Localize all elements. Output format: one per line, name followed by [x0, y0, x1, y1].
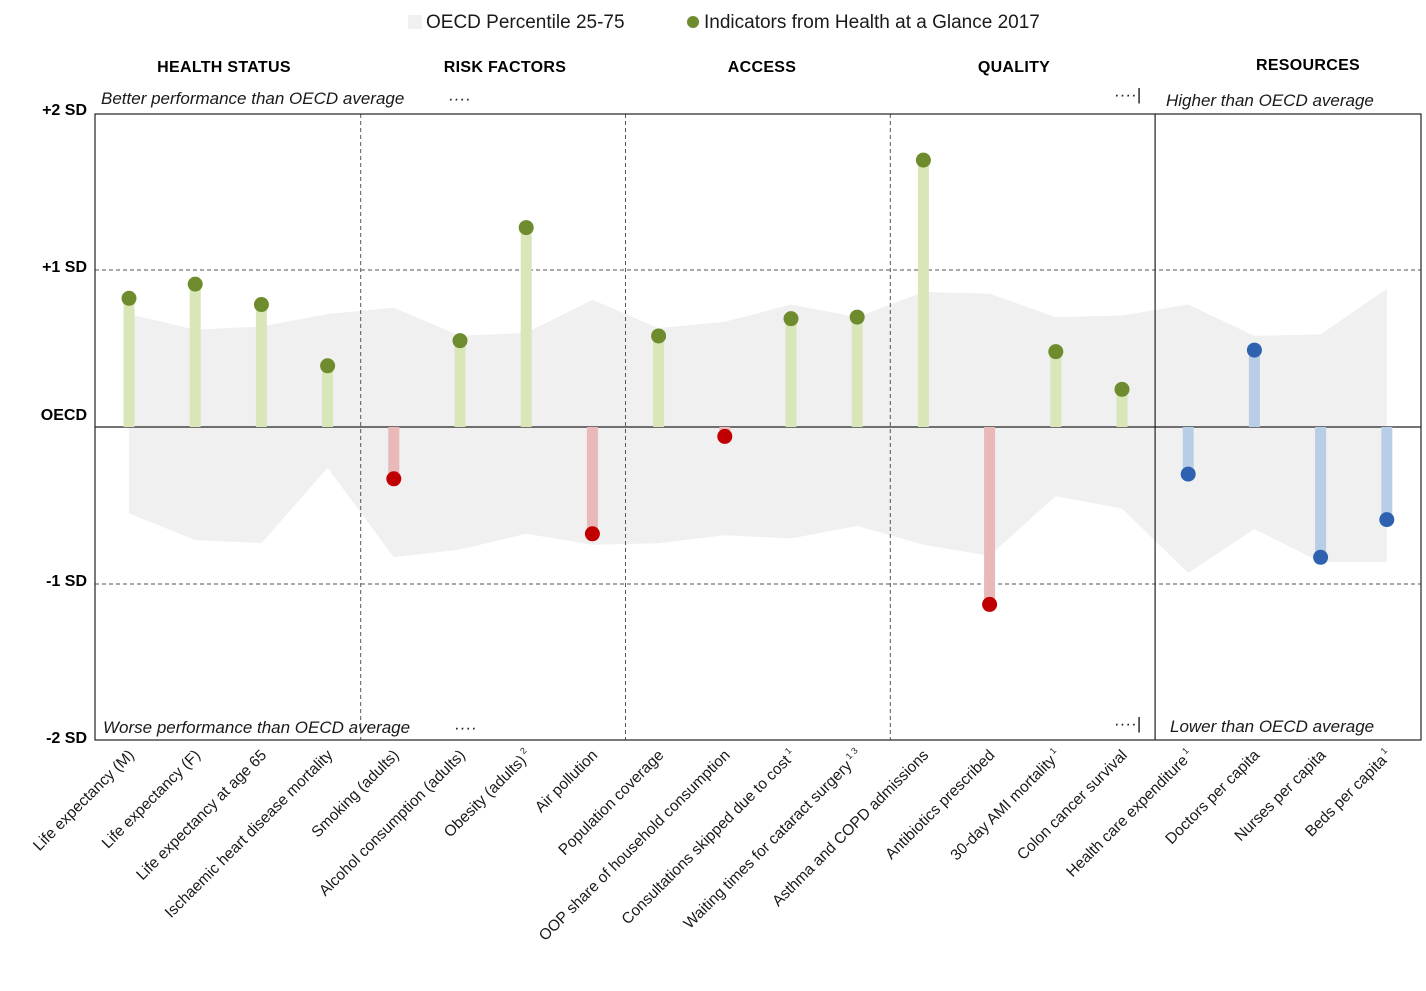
- section-header-access: ACCESS: [728, 59, 797, 76]
- annotation-bottom-left-ellipsis: ····: [454, 718, 477, 737]
- indicator-dot: [783, 311, 799, 327]
- annotation-top-right-ellipsis: ····|: [1114, 85, 1141, 104]
- x-tick-label: 30-day AMI mortality 1: [946, 745, 1065, 864]
- indicator-dot: [982, 596, 998, 612]
- y-axis-tick-labels: +2 SD +1 SD OECD -1 SD -2 SD: [41, 102, 87, 747]
- x-tick-label: Health care expenditure 1: [1062, 745, 1197, 880]
- annotation-lower-than-average: Lower than OECD average: [1170, 717, 1374, 736]
- indicator-dot: [717, 428, 733, 444]
- x-tick-label: Antibiotics prescribed: [882, 747, 998, 863]
- annotation-bottom-right-ellipsis: ····|: [1114, 714, 1141, 733]
- x-tick-label: Life expectancy at age 65: [133, 747, 270, 884]
- x-tick-label: Colon cancer survival: [1014, 747, 1131, 864]
- section-headers: HEALTH STATUS RISK FACTORS ACCESS QUALIT…: [157, 57, 1360, 76]
- indicator-dot: [1114, 381, 1130, 397]
- annotation-worse-performance: Worse performance than OECD average: [103, 718, 410, 737]
- y-tick-label: OECD: [41, 407, 87, 424]
- stem-layer: [123, 160, 1393, 605]
- y-tick-label: -1 SD: [46, 573, 87, 590]
- grid-layer: [95, 114, 1421, 740]
- section-header-health-status: HEALTH STATUS: [157, 59, 291, 76]
- indicator-dot: [1048, 344, 1064, 360]
- indicator-dot: [253, 297, 269, 313]
- indicator-dot: [584, 526, 600, 542]
- dot-layer: [121, 152, 1395, 612]
- annotation-top-left-ellipsis: ····: [448, 89, 471, 108]
- section-header-risk-factors: RISK FACTORS: [444, 59, 566, 76]
- indicator-dot: [121, 290, 137, 306]
- y-tick-label: +2 SD: [42, 102, 87, 119]
- legend-dot-swatch: [687, 16, 699, 28]
- indicator-dot: [187, 276, 203, 292]
- indicator-dot: [386, 471, 402, 487]
- annotation-better-performance: Better performance than OECD average: [101, 89, 404, 108]
- indicator-dot: [915, 152, 931, 168]
- section-header-resources: RESOURCES: [1256, 57, 1360, 74]
- indicator-dot: [452, 333, 468, 349]
- indicator-dot: [849, 309, 865, 325]
- x-tick-label: Air pollution: [532, 747, 601, 816]
- legend-dot-label: Indicators from Health at a Glance 2017: [704, 12, 1040, 33]
- indicator-dot: [1246, 342, 1262, 358]
- indicator-dot: [518, 220, 534, 236]
- section-header-quality: QUALITY: [978, 59, 1050, 76]
- frame-layer: [94, 113, 1422, 741]
- y-tick-label: -2 SD: [46, 730, 87, 747]
- indicator-dot: [651, 328, 667, 344]
- x-axis-tick-labels: Life expectancy (M)Life expectancy (F)Li…: [30, 745, 1390, 944]
- indicator-dot: [1379, 512, 1395, 528]
- legend-band-swatch: [408, 15, 422, 29]
- legend: OECD Percentile 25-75 Indicators from He…: [408, 12, 1040, 33]
- percentile-band-layer: [129, 288, 1387, 573]
- percentile-band: [129, 288, 1387, 573]
- annotations: Better performance than OECD average ···…: [101, 85, 1374, 737]
- indicator-dot: [1180, 466, 1196, 482]
- legend-band-label: OECD Percentile 25-75: [426, 12, 625, 33]
- y-tick-label: +1 SD: [42, 259, 87, 276]
- indicator-dot: [1313, 549, 1329, 565]
- annotation-higher-than-average: Higher than OECD average: [1166, 91, 1374, 110]
- indicator-dot: [320, 358, 336, 374]
